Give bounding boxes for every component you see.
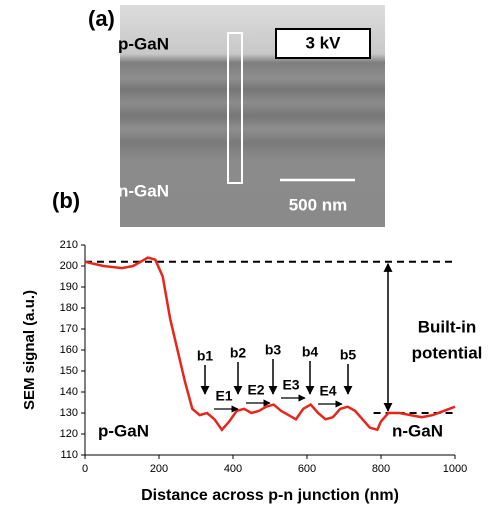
y-tick-label: 200	[60, 260, 78, 272]
panel-label: (a)	[88, 6, 115, 31]
data-line	[84, 256, 456, 432]
x-tick-label: 600	[298, 463, 316, 475]
x-tick-label: 800	[372, 463, 390, 475]
peak-label: b3	[265, 342, 282, 358]
annotation: Built-in	[418, 317, 477, 336]
voltage-label: 3 kV	[306, 33, 342, 52]
x-tick-label: 200	[150, 463, 168, 475]
y-tick-label: 140	[60, 386, 78, 398]
y-tick-label: 150	[60, 365, 78, 377]
scale-label: 500 nm	[289, 195, 348, 214]
field-label: E3	[282, 377, 299, 393]
x-tick-label: 400	[224, 463, 242, 475]
y-tick-label: 170	[60, 323, 78, 335]
y-tick-label: 190	[60, 281, 78, 293]
y-axis-title: SEM signal (a.u.)	[21, 290, 38, 410]
y-tick-label: 180	[60, 302, 78, 314]
field-label: E4	[319, 383, 336, 399]
x-tick-label: 1000	[443, 463, 467, 475]
layer-label: n-GaN	[118, 181, 169, 200]
scan-box	[227, 32, 243, 184]
annotation: potential	[412, 343, 483, 362]
voltage-box	[275, 28, 371, 59]
y-tick-label: 110	[60, 449, 78, 461]
field-label: E2	[247, 382, 264, 398]
y-tick-label: 130	[60, 407, 78, 419]
x-axis-title: Distance across p-n junction (nm)	[141, 487, 399, 504]
panel-label: (b)	[52, 188, 80, 213]
region-label: n-GaN	[392, 421, 443, 440]
peak-label: b4	[302, 344, 319, 360]
field-label: E1	[215, 388, 232, 404]
y-tick-label: 210	[60, 239, 78, 251]
peak-label: b1	[197, 348, 214, 364]
y-tick-label: 120	[60, 428, 78, 440]
peak-label: b5	[340, 347, 357, 363]
region-label: p-GaN	[98, 421, 149, 440]
layer-label: p-GaN	[118, 34, 169, 53]
y-tick-label: 160	[60, 344, 78, 356]
peak-label: b2	[230, 345, 247, 361]
x-tick-label: 0	[82, 463, 88, 475]
